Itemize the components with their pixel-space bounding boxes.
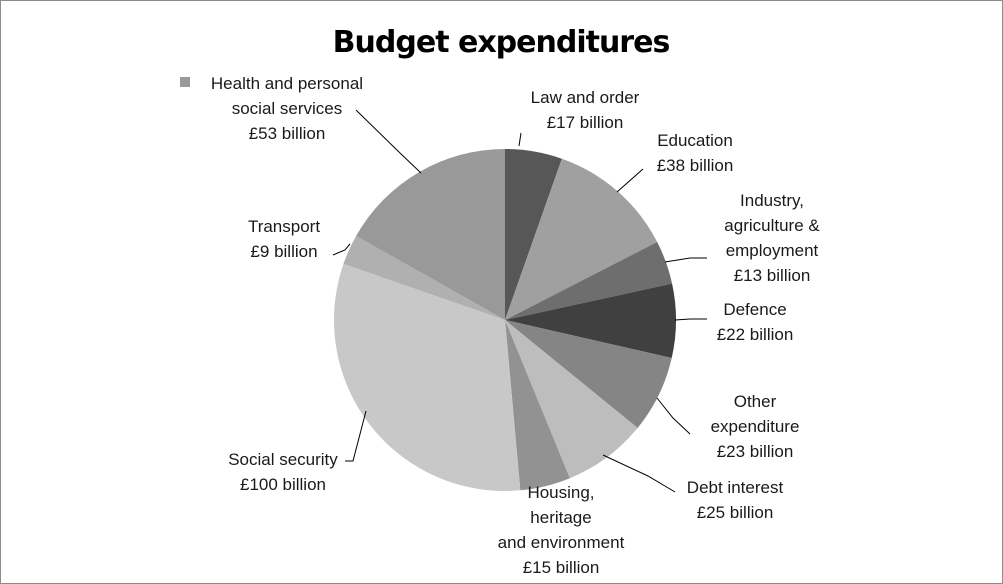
slice-label-line: employment bbox=[726, 241, 819, 260]
slice-label-line: heritage bbox=[530, 508, 591, 527]
slice-label: Housing, heritage and environment £15 billi… bbox=[498, 483, 625, 577]
leader-line bbox=[332, 243, 351, 256]
slice-labels: Law and order £17 billion Education £38 bil… bbox=[211, 74, 820, 577]
leader-lines bbox=[332, 109, 707, 493]
pie-slice bbox=[505, 320, 672, 428]
pie-slice bbox=[334, 263, 521, 491]
leader-line bbox=[656, 397, 691, 435]
slice-label-line: £38 billion bbox=[657, 156, 734, 175]
slice-label: Other expenditure £23 billion bbox=[711, 392, 800, 461]
slice-label-line: Debt interest bbox=[687, 478, 784, 497]
pie-slice bbox=[505, 158, 658, 320]
leader-line bbox=[355, 109, 422, 174]
leader-line bbox=[345, 410, 367, 462]
slice-label-line: Law and order bbox=[531, 88, 640, 107]
slice-label-line: Defence bbox=[723, 300, 786, 319]
slice-label-line: £15 billion bbox=[523, 558, 600, 577]
pie-slice bbox=[356, 149, 505, 320]
slice-label-line: £100 billion bbox=[240, 475, 326, 494]
pie-slice bbox=[505, 320, 570, 491]
leader-line bbox=[602, 454, 676, 493]
slice-label-line: £25 billion bbox=[697, 503, 774, 522]
pie-slice bbox=[505, 149, 562, 320]
slice-label-line: Industry, bbox=[740, 191, 804, 210]
slice-label-line: agriculture & bbox=[724, 216, 820, 235]
legend-swatch bbox=[180, 77, 190, 87]
chart-title: Budget expenditures bbox=[333, 25, 670, 60]
leader-line bbox=[518, 132, 522, 147]
slice-label: Education £38 billion bbox=[657, 131, 734, 175]
slice-label-line: Social security bbox=[228, 450, 338, 469]
slice-label: Transport £9 billion bbox=[248, 217, 320, 261]
slice-label-line: £17 billion bbox=[547, 113, 624, 132]
slice-label: Social security £100 billion bbox=[228, 450, 338, 494]
slice-label-line: £22 billion bbox=[717, 325, 794, 344]
slice-label-line: Transport bbox=[248, 217, 320, 236]
slice-label-line: £53 billion bbox=[249, 124, 326, 143]
slice-label: Health and personal social services £53 bi… bbox=[211, 74, 363, 143]
slice-label-line: Health and personal bbox=[211, 74, 363, 93]
slice-label-line: Other bbox=[734, 392, 777, 411]
slice-label-line: and environment bbox=[498, 533, 625, 552]
leader-line bbox=[674, 318, 707, 321]
leader-line bbox=[664, 257, 707, 263]
pie-slice bbox=[505, 283, 676, 359]
slice-label-line: £9 billion bbox=[250, 242, 317, 261]
slice-label-line: £23 billion bbox=[717, 442, 794, 461]
pie-slices bbox=[334, 149, 676, 491]
slice-label: Law and order £17 billion bbox=[531, 88, 640, 132]
leader-line bbox=[616, 168, 644, 193]
slice-label: Debt interest £25 billion bbox=[687, 478, 784, 522]
slice-label: Industry, agriculture & employment £13 bill… bbox=[724, 191, 820, 285]
pie-slice bbox=[505, 320, 638, 479]
pie-slice bbox=[505, 241, 673, 320]
slice-label-line: Education bbox=[657, 131, 733, 150]
slice-label-line: £13 billion bbox=[734, 266, 811, 285]
pie-slice bbox=[343, 235, 505, 320]
slice-label-line: social services bbox=[232, 99, 343, 118]
slice-label: Defence £22 billion bbox=[717, 300, 794, 344]
slice-label-line: Housing, bbox=[527, 483, 594, 502]
slice-label-line: expenditure bbox=[711, 417, 800, 436]
